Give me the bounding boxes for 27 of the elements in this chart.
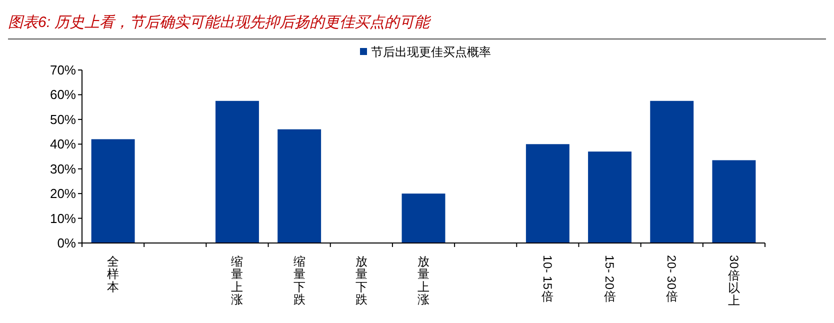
x-tick-label: 缩量上涨	[231, 254, 244, 306]
x-tick-label: 15-20倍	[602, 255, 617, 304]
bar	[650, 100, 694, 243]
x-tick-label: 全样本	[107, 254, 120, 294]
chart-title: 图表6: 历史上看，节后确实可能出现先抑后扬的更佳买点的可能	[8, 14, 432, 31]
x-tick-label: 放量下跌	[355, 254, 368, 306]
legend: 节后出现更佳买点概率	[360, 45, 491, 59]
x-tick-label: 10-15倍	[540, 255, 554, 304]
bar	[526, 144, 570, 243]
y-tick-label: 50%	[50, 112, 76, 127]
y-tick-label: 40%	[50, 136, 76, 152]
bar	[402, 194, 446, 243]
x-tick-label: 30倍以上	[726, 255, 741, 308]
y-tick-label: 70%	[50, 62, 76, 78]
bar	[278, 129, 322, 243]
x-tick-label: 20-30倍	[664, 255, 679, 304]
bar	[712, 160, 756, 243]
bar	[91, 139, 135, 243]
x-tick-label: 缩量下跌	[293, 254, 306, 306]
bar	[588, 152, 632, 243]
bar	[215, 100, 259, 243]
y-tick-label: 60%	[50, 87, 76, 102]
y-tick-label: 10%	[50, 210, 76, 226]
y-tick-label: 30%	[50, 161, 76, 176]
y-tick-label: 20%	[50, 186, 76, 202]
y-tick-label: 0%	[57, 236, 76, 250]
x-tick-label: 放量上涨	[418, 254, 430, 306]
